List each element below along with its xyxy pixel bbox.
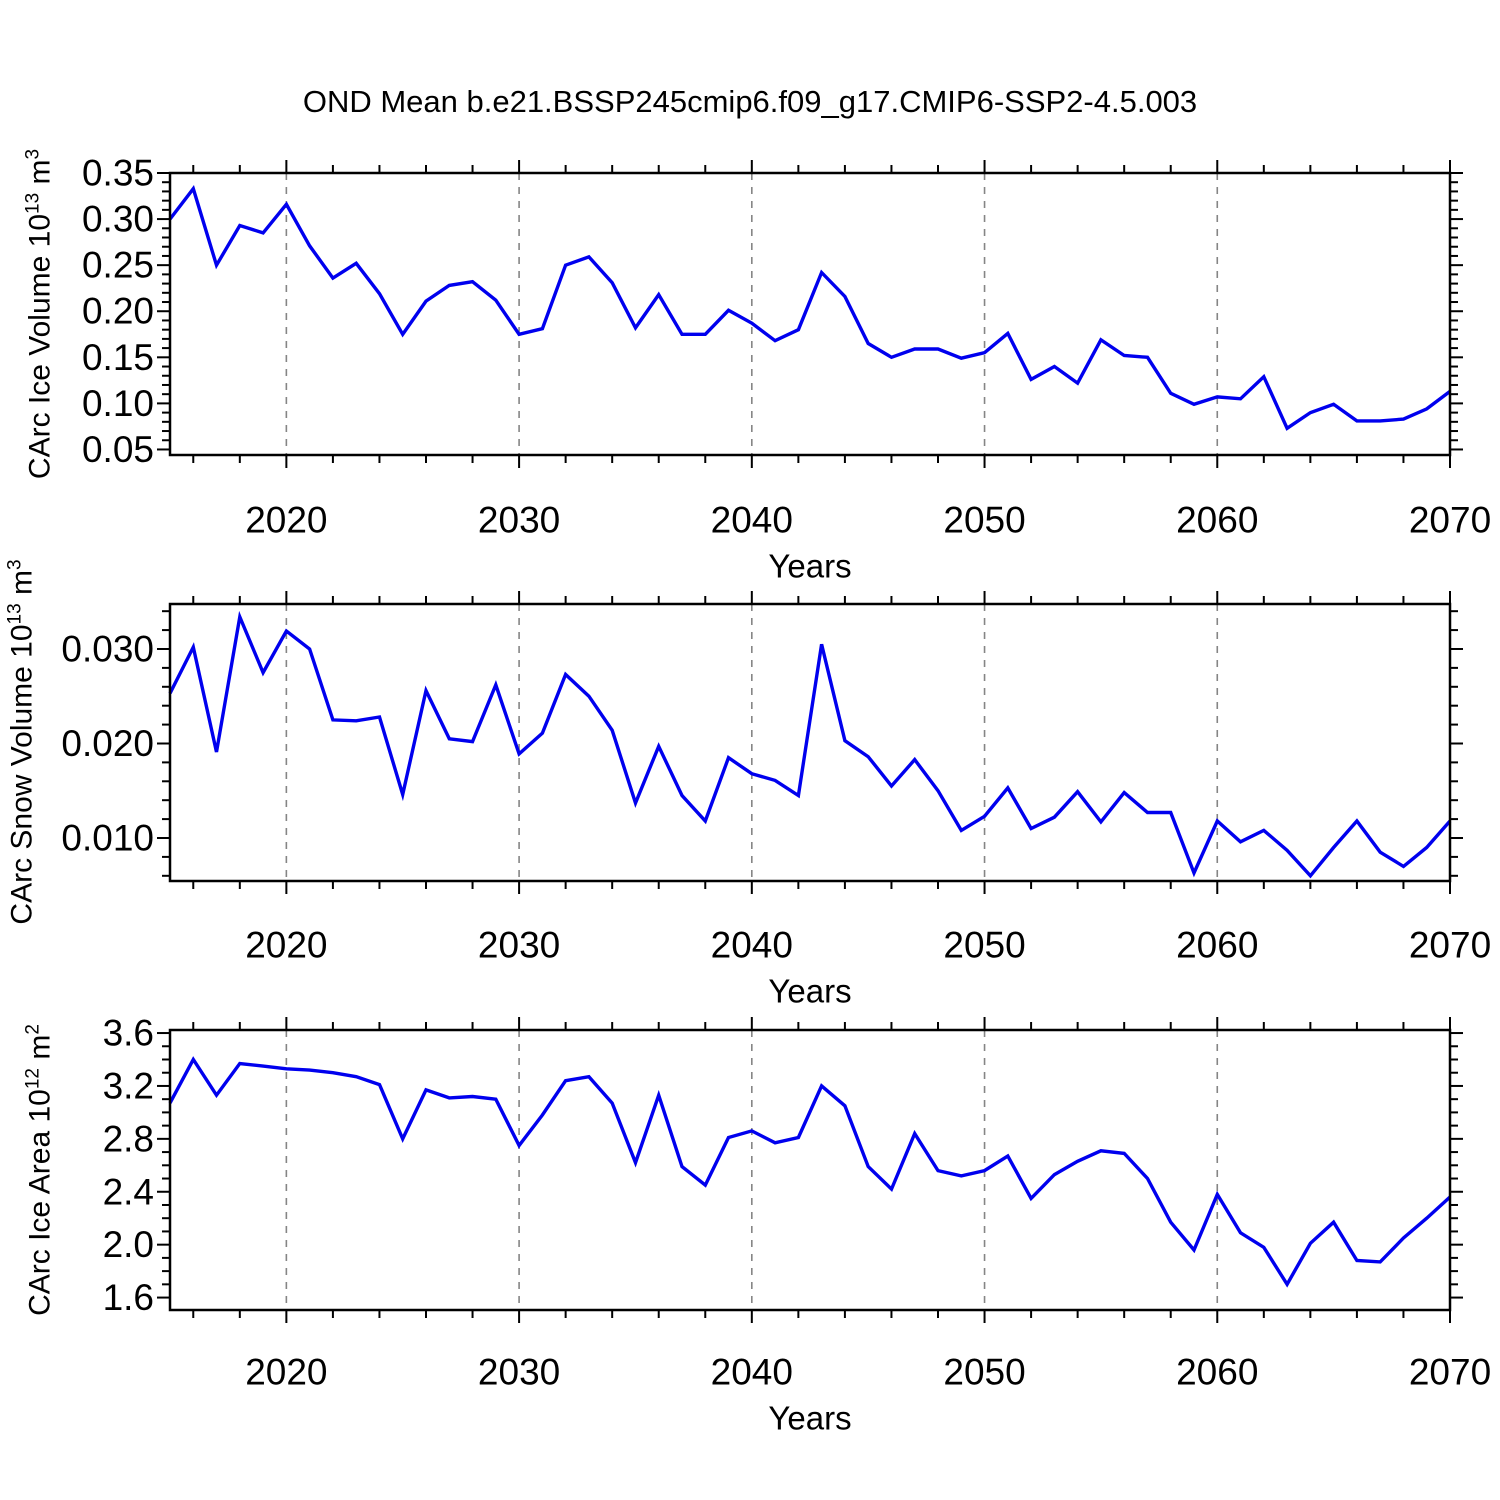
y-tick-label: 0.05 — [82, 429, 154, 470]
x-tick-label: 2050 — [943, 925, 1025, 966]
y-tick-label: 0.020 — [61, 723, 154, 764]
x-tick-label: 2030 — [478, 925, 560, 966]
y-tick-label: 3.6 — [103, 1013, 154, 1054]
snow-volume-line — [168, 610, 1452, 879]
y-tick-label: 0.30 — [82, 199, 154, 240]
y-tick-label: 0.20 — [82, 291, 154, 332]
y-tick-label: 0.35 — [82, 153, 154, 194]
x-tick-label: 2020 — [245, 500, 327, 541]
x-tick-label: 2020 — [245, 1352, 327, 1393]
y-tick-label: 0.010 — [61, 817, 154, 858]
x-tick-label: 2050 — [943, 1352, 1025, 1393]
x-tick-label: 2070 — [1409, 1352, 1491, 1393]
plot-frame — [168, 1028, 1452, 1312]
x-tick-label: 2040 — [711, 1352, 793, 1393]
plot-frame — [168, 602, 1452, 883]
y-tick-label: 2.4 — [103, 1171, 154, 1212]
x-tick-label: 2060 — [1176, 925, 1258, 966]
x-tick-label: 2050 — [943, 500, 1025, 541]
y-tick-label: 3.2 — [103, 1065, 154, 1106]
x-tick-label: 2020 — [245, 925, 327, 966]
y-tick-label: 0.15 — [82, 337, 154, 378]
ice-volume-line — [168, 185, 1452, 431]
x-axis-title: Years — [768, 973, 851, 1010]
x-tick-label: 2030 — [478, 1352, 560, 1393]
x-axis-title: Years — [768, 548, 851, 585]
y-tick-label: 1.6 — [103, 1277, 154, 1318]
x-tick-label: 2040 — [711, 925, 793, 966]
page-title: OND Mean b.e21.BSSP245cmip6.f09_g17.CMIP… — [302, 84, 1198, 119]
x-tick-label: 2060 — [1176, 500, 1258, 541]
y-tick-label: 0.25 — [82, 245, 154, 286]
plot-frame — [168, 171, 1452, 457]
y-tick-label: 0.030 — [61, 628, 154, 669]
x-tick-label: 2060 — [1176, 1352, 1258, 1393]
y-tick-label: 2.8 — [103, 1118, 154, 1159]
y-tick-label: 0.10 — [82, 383, 154, 424]
y-tick-label: 2.0 — [103, 1224, 154, 1265]
x-tick-label: 2030 — [478, 500, 560, 541]
x-tick-label: 2070 — [1409, 925, 1491, 966]
x-axis-title: Years — [768, 1400, 851, 1437]
x-tick-label: 2070 — [1409, 500, 1491, 541]
x-tick-label: 2040 — [711, 500, 793, 541]
ice-area-line — [168, 1056, 1452, 1288]
